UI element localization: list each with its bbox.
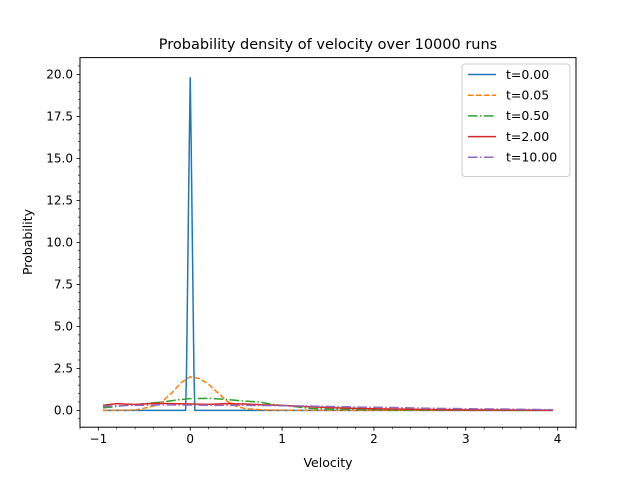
x-tick-label: 2 [370,432,378,446]
y-tick-label: 2.5 [54,362,73,376]
legend-label-4: t=10.00 [506,150,557,165]
plot-area [102,77,554,412]
x-tick-label: 1 [278,432,286,446]
y-tick-label: 10.0 [46,236,73,250]
legend-label-1: t=0.05 [506,88,549,103]
series-line-4 [102,404,554,411]
series-line-0 [102,77,554,412]
series-line-3 [102,402,554,411]
chart-title: Probability density of velocity over 100… [159,37,497,53]
x-tick-label: 0 [186,432,194,446]
x-tick-label: −1 [90,432,108,446]
y-tick-label: 0.0 [54,404,73,418]
y-tick-label: 12.5 [46,194,73,208]
legend-label-0: t=0.00 [506,67,549,82]
x-tick-label: 4 [554,432,562,446]
series-line-1 [102,376,554,412]
legend-label-3: t=2.00 [506,129,549,144]
x-axis-label: Velocity [303,455,353,470]
series-line-2 [102,397,554,412]
legend-box [461,63,571,177]
y-tick-label: 20.0 [46,68,73,82]
y-tick-label: 7.5 [54,278,73,292]
axis-ticks: −1 0 1 2 3 4 0.0 2.5 5.0 7.5 10.0 12.5 15.0 17.5 20.0 [46,65,577,446]
y-tick-label: 15.0 [46,152,73,166]
legend: t=0.00 t=0.05 t=0.50 t=2.00 t=10.00 [461,63,571,177]
legend-label-2: t=0.50 [506,108,549,123]
y-tick-label: 17.5 [46,110,73,124]
y-axis-label: Probability [20,208,35,275]
x-tick-label: 3 [462,432,470,446]
y-tick-label: 5.0 [54,320,73,334]
